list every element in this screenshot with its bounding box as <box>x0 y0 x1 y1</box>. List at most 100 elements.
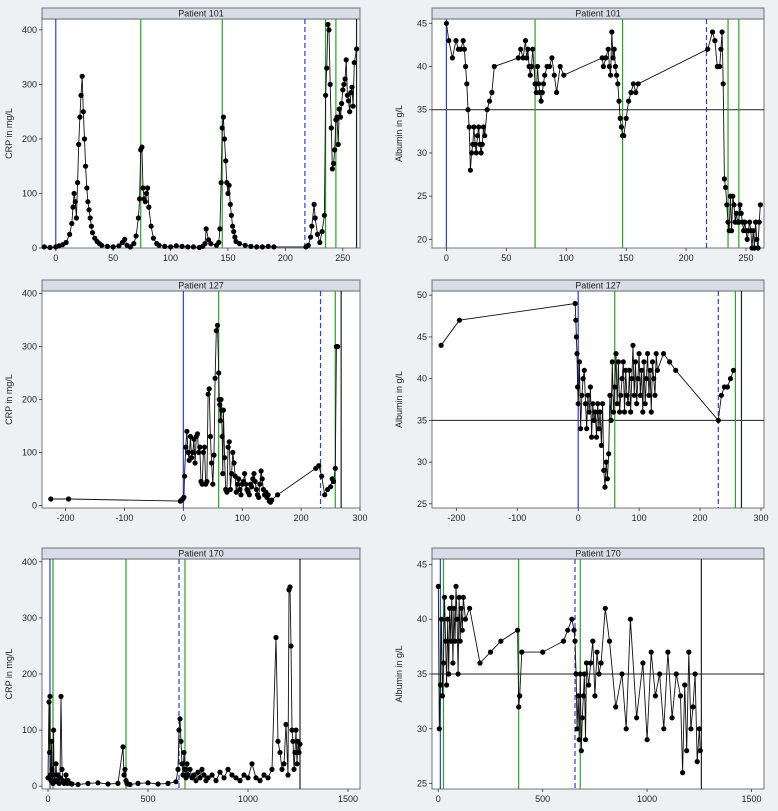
data-point <box>233 775 239 781</box>
data-point <box>181 473 188 479</box>
y-tick-label: 35 <box>417 669 427 679</box>
data-point <box>694 759 700 765</box>
data-point <box>560 638 567 644</box>
data-point <box>80 109 86 115</box>
data-point <box>477 660 483 666</box>
data-point <box>472 141 478 147</box>
data-point <box>201 772 207 778</box>
data-point <box>652 392 658 398</box>
data-point <box>751 245 757 251</box>
x-tick-label: 50 <box>108 253 118 263</box>
data-point <box>225 444 231 450</box>
data-point <box>718 392 724 398</box>
data-point <box>216 370 222 376</box>
x-tick-label: -100 <box>508 513 526 523</box>
data-point <box>518 46 524 52</box>
data-point <box>323 92 329 98</box>
data-point <box>574 726 580 732</box>
data-point <box>649 359 656 365</box>
data-point <box>190 244 197 250</box>
data-point <box>589 434 595 440</box>
data-point <box>322 492 328 498</box>
data-point <box>623 367 629 373</box>
data-point <box>192 460 198 466</box>
x-tick-label: 0 <box>576 513 581 523</box>
data-point <box>736 219 742 225</box>
data-point <box>660 351 667 357</box>
data-point <box>279 766 285 772</box>
x-tick-label: 250 <box>335 253 350 263</box>
y-tick-label: 45 <box>417 559 427 569</box>
data-point <box>446 671 452 677</box>
data-point <box>516 704 522 710</box>
data-point <box>534 63 541 70</box>
data-point <box>289 727 295 733</box>
data-point <box>328 125 334 131</box>
chart-svg: Patient 170 Albumin in g/L 25 30 35 40 45 0 500 1… <box>394 547 765 804</box>
data-point <box>95 780 101 786</box>
data-point <box>232 234 238 240</box>
data-point <box>549 55 555 61</box>
x-tick-label: -100 <box>115 513 133 523</box>
y-tick-label: 400 <box>22 557 37 567</box>
data-point <box>184 761 190 767</box>
data-point <box>479 141 485 147</box>
data-point <box>253 486 259 493</box>
data-point <box>196 449 202 455</box>
y-tick-label: 45 <box>417 332 427 342</box>
data-point <box>335 141 341 147</box>
x-tick-label: 100 <box>632 513 647 523</box>
data-point <box>230 223 236 229</box>
data-point <box>223 158 229 164</box>
data-point <box>140 185 146 191</box>
data-point <box>104 243 110 249</box>
data-point <box>730 367 737 373</box>
y-tick-label: 200 <box>22 134 37 144</box>
y-tick-label: 400 <box>22 25 37 35</box>
data-point <box>608 417 614 423</box>
data-point <box>480 124 487 130</box>
data-point <box>644 737 650 743</box>
x-tick-label: 100 <box>163 253 178 263</box>
data-point <box>456 594 462 600</box>
data-point <box>464 81 470 87</box>
data-point <box>182 766 188 772</box>
data-point <box>63 772 69 778</box>
data-point <box>218 180 224 186</box>
y-tick-label: 0 <box>32 781 37 791</box>
series-line <box>440 302 734 488</box>
data-point <box>325 21 331 28</box>
data-point <box>121 772 127 778</box>
data-point <box>155 781 161 787</box>
data-point <box>487 649 494 655</box>
data-point <box>614 72 620 78</box>
data-point <box>335 344 341 350</box>
data-point <box>321 212 327 218</box>
panel-albumin-patient-127: Patient 127 Albumin in g/L 25 30 35 40 45 50 -20… <box>390 272 778 530</box>
data-point <box>572 300 578 307</box>
data-point <box>248 243 254 249</box>
data-point <box>539 89 545 96</box>
data-point <box>347 109 353 115</box>
data-point <box>619 671 625 677</box>
data-point <box>665 649 671 655</box>
data-point <box>484 107 490 113</box>
data-point <box>222 455 228 461</box>
data-point <box>229 471 235 477</box>
data-point <box>696 726 702 732</box>
data-point <box>588 660 594 666</box>
data-point <box>70 204 76 210</box>
data-point <box>233 489 239 495</box>
data-point <box>635 81 641 87</box>
data-point <box>669 715 675 721</box>
data-point <box>294 761 300 767</box>
data-point <box>466 124 472 130</box>
data-point <box>332 147 338 153</box>
data-point <box>227 486 233 493</box>
chart-title: Patient 127 <box>575 281 621 291</box>
data-point <box>715 417 721 423</box>
data-point <box>75 180 81 186</box>
data-point <box>641 359 647 365</box>
title-bar <box>41 547 361 560</box>
data-point <box>242 471 248 477</box>
